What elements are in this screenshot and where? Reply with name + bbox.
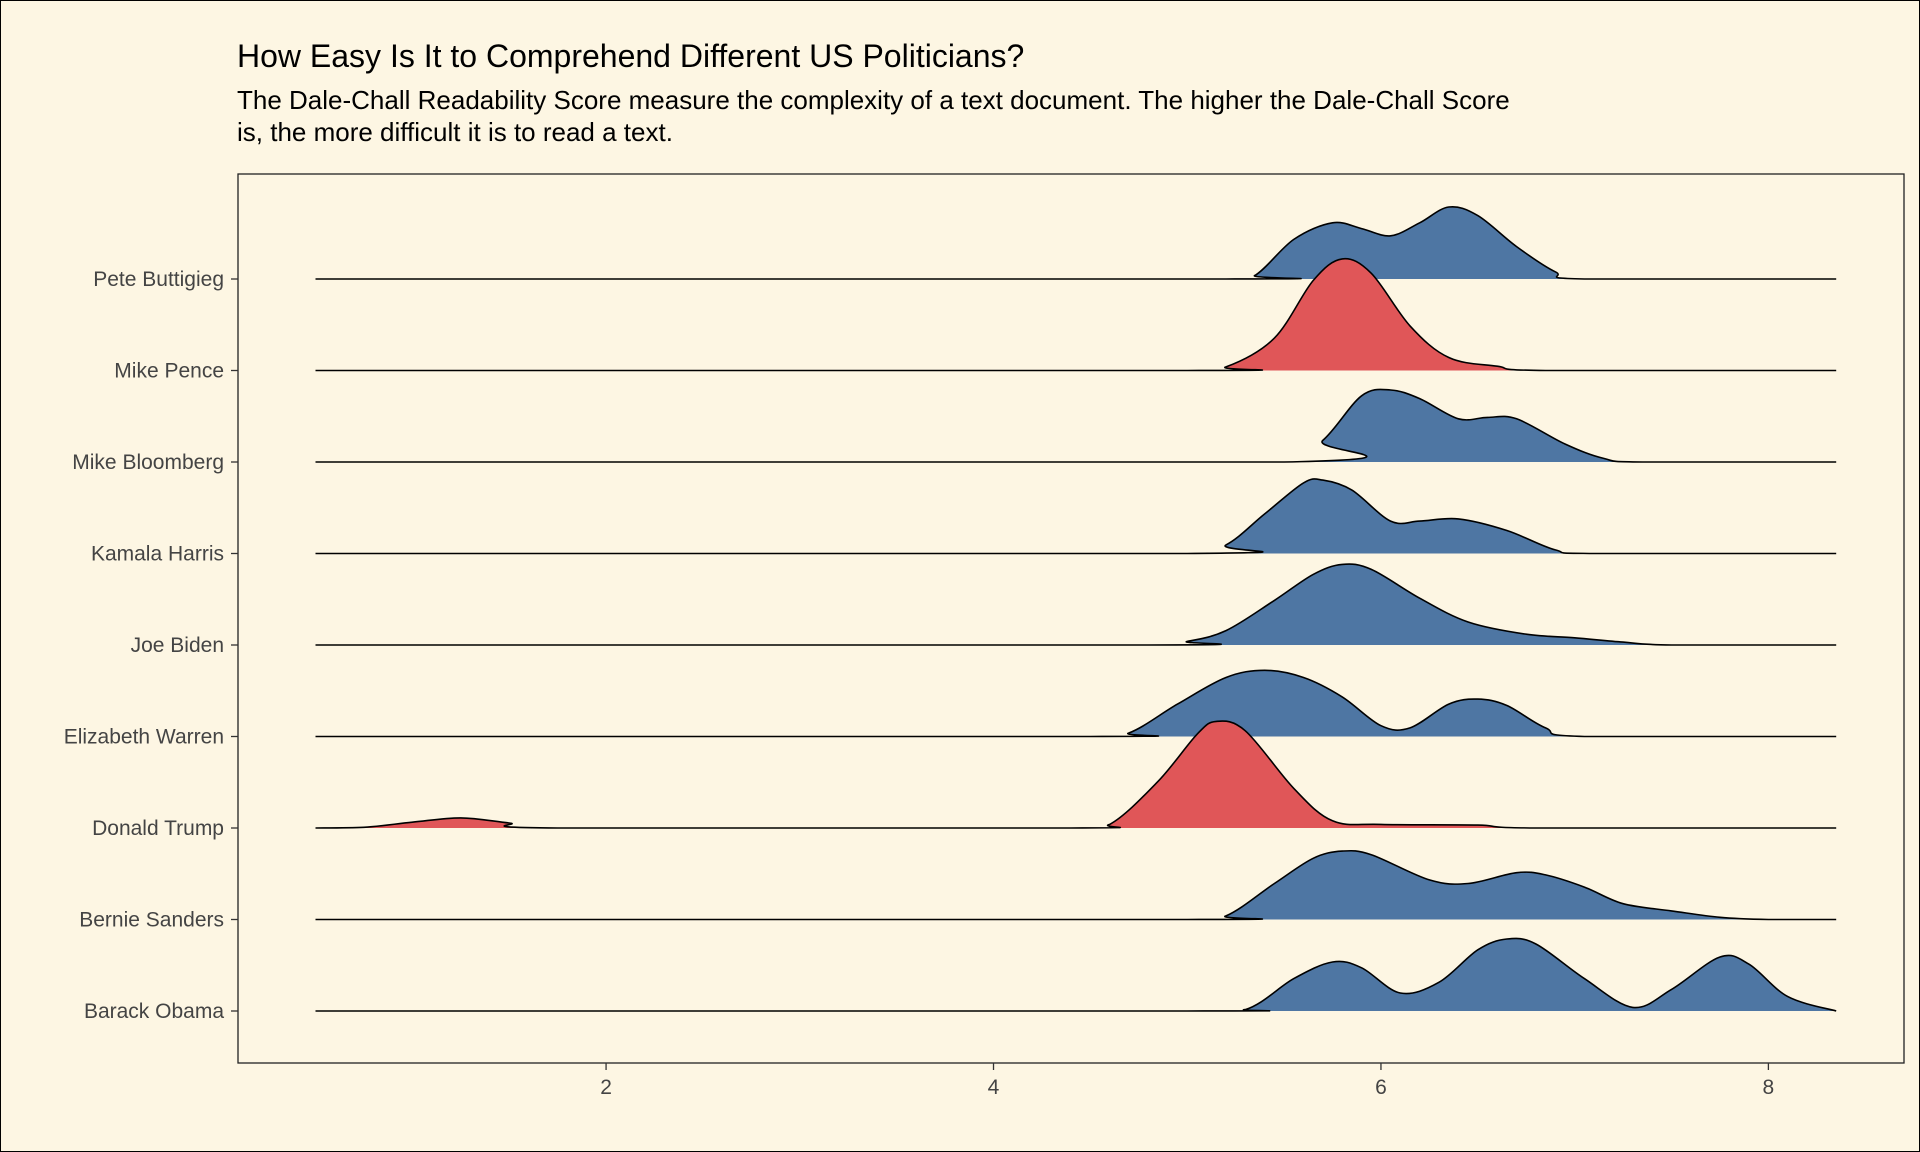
ridge-area-bernie-sanders <box>315 850 1837 920</box>
ridge-line-donald-trump <box>315 720 1837 829</box>
x-tick-label: 4 <box>988 1076 1000 1099</box>
ridge-line-mike-bloomberg <box>315 388 1837 463</box>
ridge-area-elizabeth-warren <box>315 670 1837 737</box>
ridge-area-pete-buttigieg <box>315 206 1837 279</box>
y-tick-label: Kamala Harris <box>91 543 224 566</box>
ridge-line-kamala-harris <box>315 478 1837 555</box>
y-tick-label: Mike Pence <box>114 360 224 383</box>
ridge-line-joe-biden <box>315 563 1837 646</box>
x-tick-label: 6 <box>1375 1076 1387 1099</box>
chart-subtitle: The Dale-Chall Readability Score measure… <box>237 85 1510 147</box>
ridges-layer <box>315 205 1837 1012</box>
y-axis: Barack Obama Bernie Sanders Donald Trump El… <box>64 268 238 1023</box>
ridge-area-mike-pence <box>315 258 1837 371</box>
ridge-line-mike-pence <box>315 257 1837 372</box>
y-tick-label: Elizabeth Warren <box>64 726 224 749</box>
plot-panel-border <box>237 173 1905 1064</box>
y-tick-label: Bernie Sanders <box>79 909 224 932</box>
y-tick-label: Pete Buttigieg <box>93 268 224 291</box>
y-tick-label: Mike Bloomberg <box>72 451 224 474</box>
x-tick-label: 8 <box>1763 1076 1775 1099</box>
ridge-line-bernie-sanders <box>315 849 1837 921</box>
ridge-area-barack-obama <box>315 938 1837 1011</box>
ridge-line-elizabeth-warren <box>315 669 1837 738</box>
ridge-line-pete-buttigieg <box>315 205 1837 280</box>
y-tick-label: Barack Obama <box>84 1000 224 1023</box>
x-axis: 2 4 6 8 <box>600 1063 1774 1099</box>
y-tick-label: Joe Biden <box>131 634 224 657</box>
ridge-area-kamala-harris <box>315 478 1837 554</box>
ridge-area-mike-bloomberg <box>315 389 1837 462</box>
ridge-line-barack-obama <box>315 937 1837 1012</box>
y-tick-label: Donald Trump <box>92 817 224 840</box>
chart-title: How Easy Is It to Comprehend Different U… <box>237 38 1025 74</box>
ridge-area-joe-biden <box>315 564 1837 645</box>
x-tick-label: 2 <box>600 1076 612 1099</box>
